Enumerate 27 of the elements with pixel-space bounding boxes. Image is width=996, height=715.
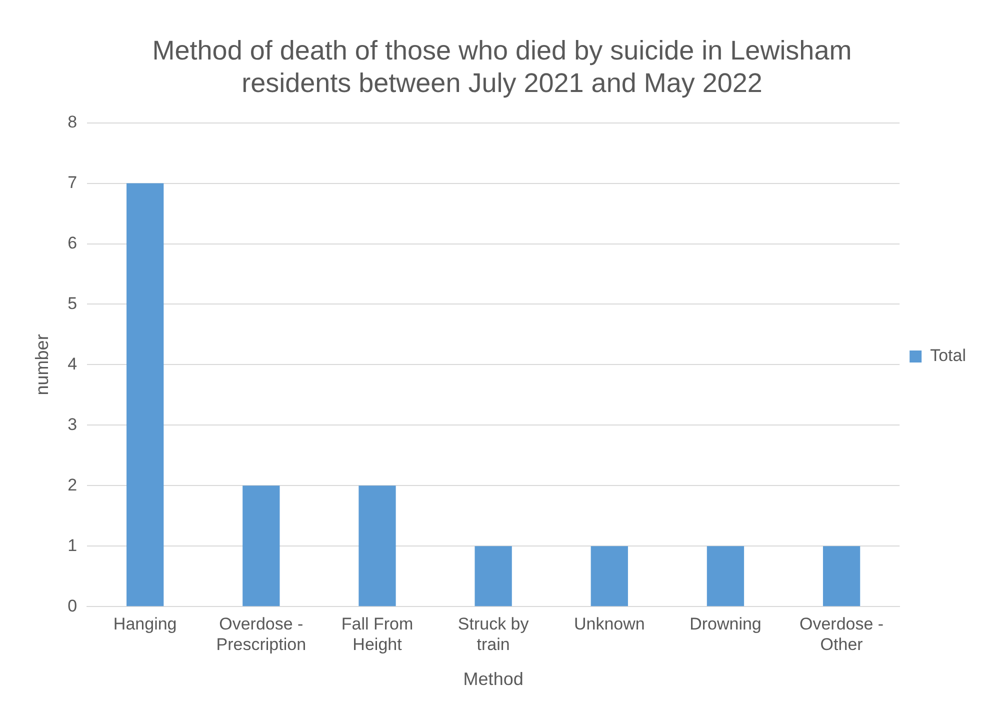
bar <box>474 546 512 606</box>
x-tick-label: Drowning <box>690 614 762 634</box>
legend-label: Total <box>930 346 966 366</box>
x-tick-label: Overdose - Other <box>800 614 884 654</box>
y-tick-label: 6 <box>68 233 78 252</box>
chart-title: Method of death of those who died by suicide in Lewisham residents between July 2021 and May 2022 <box>152 36 852 98</box>
x-tick-label: Unknown <box>574 614 645 634</box>
x-tick-label: Overdose - Prescription <box>216 614 306 654</box>
bar <box>706 546 744 606</box>
bar <box>358 486 396 606</box>
bar <box>590 546 628 606</box>
y-tick-label: 7 <box>68 172 78 192</box>
y-tick-label: 0 <box>68 596 78 616</box>
y-tick-label: 2 <box>68 475 78 494</box>
bar <box>822 546 860 606</box>
x-axis-title: Method <box>463 669 524 690</box>
y-tick-label: 8 <box>68 112 78 132</box>
y-axis-title: number <box>32 334 52 396</box>
y-tick-label: 4 <box>68 354 78 374</box>
x-tick-label: Fall From Height <box>341 614 414 654</box>
bar <box>126 183 164 606</box>
bar <box>242 486 280 606</box>
x-tick-label: Hanging <box>113 614 177 634</box>
y-tick-label: 3 <box>68 414 78 434</box>
y-tick-label: 5 <box>68 294 78 313</box>
y-tick-label: 1 <box>68 536 78 555</box>
x-tick-label: Struck by train <box>458 614 530 654</box>
